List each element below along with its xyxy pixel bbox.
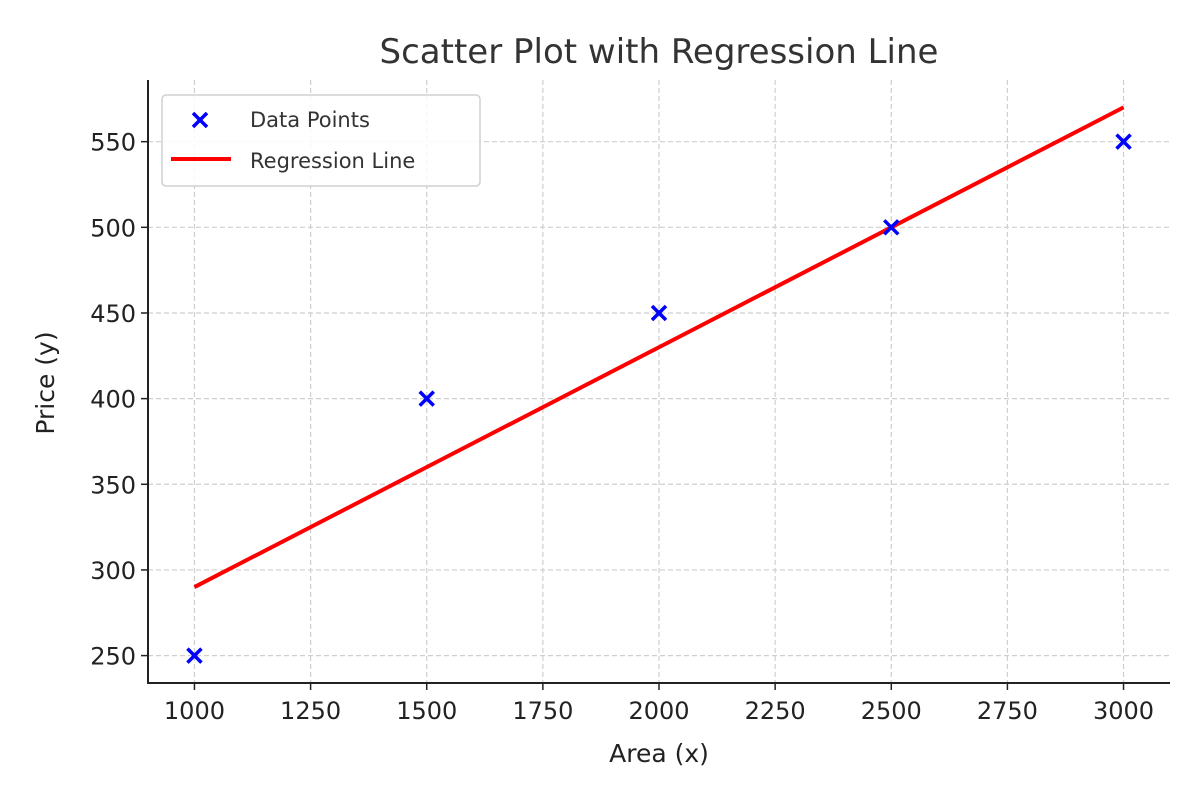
data-point-stroke: [186, 647, 203, 664]
plot-area: [186, 105, 1132, 664]
axes: 1000 1250 1500 1750 2000 2250 2500 2750 3000 250 3…: [90, 80, 1170, 725]
x-tick-label: 1250: [280, 697, 341, 725]
data-point-stroke: [650, 304, 668, 322]
grid: [148, 80, 1170, 683]
y-tick-label: 550: [90, 129, 136, 157]
data-point: [883, 219, 900, 236]
x-tick-label: 2250: [745, 697, 806, 725]
legend-label-data-points: Data Points: [250, 108, 370, 132]
y-tick-label: 500: [90, 214, 136, 242]
x-tick-label: 2000: [628, 697, 689, 725]
data-point-stroke: [883, 219, 900, 236]
x-tick-label: 1750: [512, 697, 573, 725]
x-tick-label: 2750: [977, 697, 1038, 725]
chart-title: Scatter Plot with Regression Line: [380, 32, 939, 72]
data-point: [418, 390, 435, 407]
y-tick-label: 350: [90, 471, 136, 499]
x-tick-label: 3000: [1093, 697, 1154, 725]
x-tick-label: 2500: [861, 697, 922, 725]
y-tick-label: 300: [90, 557, 136, 585]
data-point: [186, 647, 203, 664]
x-tick-label: 1500: [396, 697, 457, 725]
regression-line: [193, 105, 1125, 589]
legend-marker-x-icon: [191, 111, 209, 129]
x-axis-label: Area (x): [609, 739, 709, 768]
legend-label-regression-line: Regression Line: [250, 149, 415, 173]
y-tick-label: 450: [90, 300, 136, 328]
y-tick-label: 400: [90, 386, 136, 414]
x-tick-label: 1000: [164, 697, 225, 725]
data-point: [650, 304, 668, 322]
y-axis-label: Price (y): [31, 331, 60, 434]
legend-box: [161, 94, 481, 187]
y-tick-label: 250: [90, 643, 136, 671]
legend: Data Points Regression Line: [161, 94, 481, 187]
data-point-stroke: [1115, 133, 1132, 150]
data-point-stroke: [418, 390, 435, 407]
data-point: [1115, 133, 1132, 150]
